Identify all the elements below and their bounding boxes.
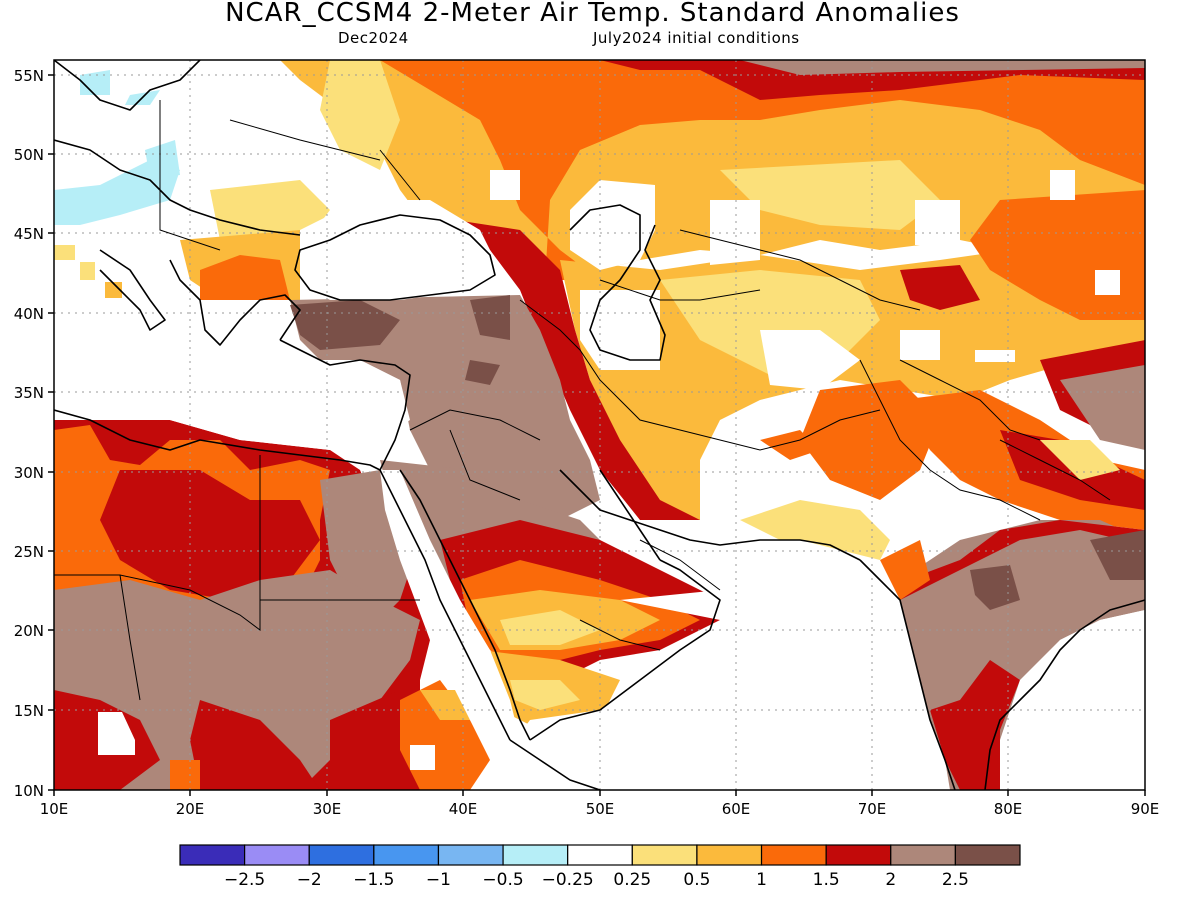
colorbar-label: 0.5 — [683, 870, 710, 890]
lat-label: 20N — [14, 622, 44, 640]
lon-label: 80E — [994, 800, 1023, 818]
colorbar-label: −0.25 — [542, 870, 594, 890]
lat-label: 50N — [14, 146, 44, 164]
colorbar-swatch — [696, 844, 763, 866]
colorbar-swatch — [890, 844, 956, 866]
lon-label: 70E — [858, 800, 887, 818]
colorbar-labels: −2.5 −2 −1.5 −1 −0.5 −0.25 0.25 0.5 1 1.5 2 2.5 — [224, 870, 969, 890]
colorbar-label: −0.5 — [482, 870, 523, 890]
init-conditions-label: July2024 initial conditions — [593, 29, 800, 47]
colorbar-swatch — [825, 844, 892, 866]
country-borders — [54, 100, 1111, 701]
lon-label: 30E — [313, 800, 342, 818]
lat-label: 40N — [14, 305, 44, 323]
lat-label: 25N — [14, 543, 44, 561]
colorbar-label: 2.5 — [942, 870, 969, 890]
lon-label: 20E — [176, 800, 205, 818]
colorbar-label: 1.5 — [813, 870, 840, 890]
colorbar-swatch — [308, 844, 375, 866]
colorbar-swatch — [437, 844, 504, 866]
colorbar-swatch — [631, 844, 698, 866]
lon-label: 10E — [40, 800, 69, 818]
lat-label: 10N — [14, 782, 44, 800]
colorbar-label: −1 — [426, 870, 451, 890]
valid-month-label: Dec2024 — [338, 29, 409, 47]
colorbar-label: 1 — [756, 870, 767, 890]
lon-label: 90E — [1131, 800, 1160, 818]
lat-label: 35N — [14, 384, 44, 402]
lon-label: 60E — [722, 800, 751, 818]
lat-label: 15N — [14, 702, 44, 720]
lon-label: 50E — [586, 800, 615, 818]
colorbar-label: −2 — [297, 870, 322, 890]
axis-ticks — [48, 74, 1146, 796]
colorbar-label: 2 — [885, 870, 896, 890]
colorbar-label: 0.25 — [613, 870, 651, 890]
lat-lon-grid — [54, 60, 1145, 790]
colorbar-swatch — [567, 844, 633, 866]
lat-label: 55N — [14, 67, 44, 85]
colorbar — [179, 844, 1021, 866]
colorbar-swatch — [954, 844, 1021, 866]
lon-label: 40E — [449, 800, 478, 818]
lat-label: 30N — [14, 464, 44, 482]
colorbar-swatch — [373, 844, 440, 866]
colorbar-swatch — [502, 844, 569, 866]
lat-axis-labels: 10N 15N 20N 25N 30N 35N 40N 45N 50N 55N — [14, 67, 44, 800]
colorbar-swatch — [760, 844, 827, 866]
anomaly-shading — [54, 60, 1145, 790]
colorbar-swatch — [179, 844, 246, 866]
colorbar-swatch — [244, 844, 310, 866]
lat-label: 45N — [14, 225, 44, 243]
lon-axis-labels: 10E 20E 30E 40E 50E 60E 70E 80E 90E — [40, 800, 1160, 818]
map-title: NCAR_CCSM4 2-Meter Air Temp. Standard An… — [225, 0, 960, 28]
colorbar-label: −2.5 — [224, 870, 265, 890]
colorbar-label: −1.5 — [353, 870, 394, 890]
